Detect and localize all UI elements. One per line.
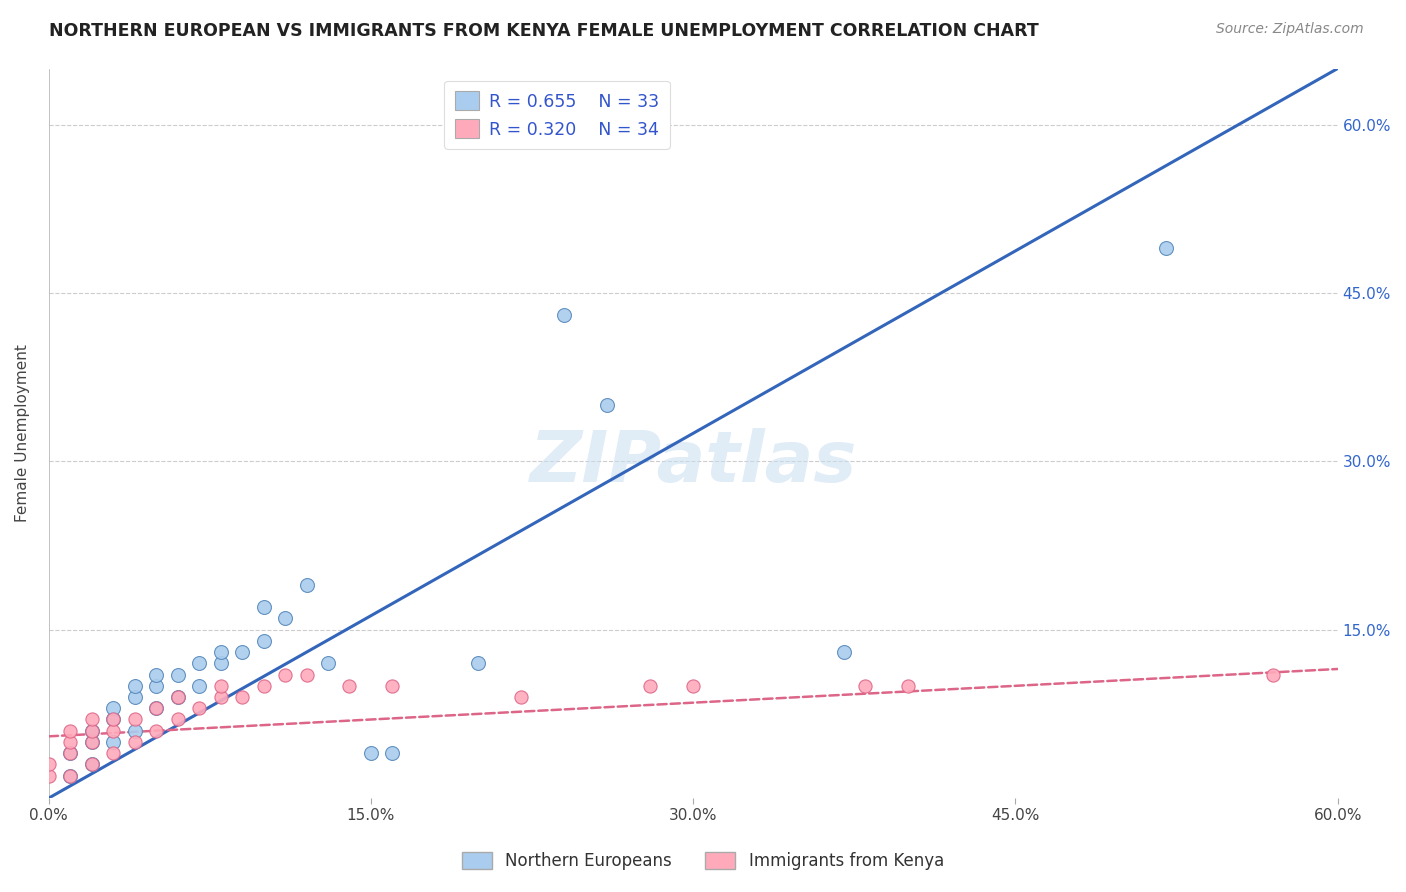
Point	[80, 723, 103, 738]
Point	[124, 679, 146, 693]
Point	[316, 657, 339, 671]
Point	[124, 690, 146, 704]
Point	[853, 679, 876, 693]
Point	[80, 757, 103, 772]
Point	[103, 735, 125, 749]
Point	[145, 679, 167, 693]
Point	[38, 769, 60, 783]
Point	[124, 723, 146, 738]
Point	[80, 713, 103, 727]
Point	[682, 679, 704, 693]
Point	[209, 679, 232, 693]
Point	[59, 769, 82, 783]
Point	[38, 757, 60, 772]
Point	[295, 578, 318, 592]
Point	[231, 690, 253, 704]
Point	[103, 746, 125, 760]
Point	[124, 713, 146, 727]
Point	[103, 701, 125, 715]
Point	[188, 701, 211, 715]
Point	[381, 679, 404, 693]
Point	[145, 701, 167, 715]
Point	[103, 723, 125, 738]
Point	[59, 723, 82, 738]
Point	[59, 746, 82, 760]
Point	[1154, 241, 1177, 255]
Point	[209, 645, 232, 659]
Point	[638, 679, 661, 693]
Point	[80, 723, 103, 738]
Point	[103, 713, 125, 727]
Point	[166, 690, 188, 704]
Legend: R = 0.655    N = 33, R = 0.320    N = 34: R = 0.655 N = 33, R = 0.320 N = 34	[444, 81, 669, 149]
Text: Source: ZipAtlas.com: Source: ZipAtlas.com	[1216, 22, 1364, 37]
Point	[145, 667, 167, 681]
Point	[103, 713, 125, 727]
Point	[510, 690, 533, 704]
Point	[59, 746, 82, 760]
Point	[80, 735, 103, 749]
Point	[596, 398, 619, 412]
Point	[59, 735, 82, 749]
Point	[360, 746, 382, 760]
Point	[252, 600, 274, 615]
Point	[209, 690, 232, 704]
Point	[166, 690, 188, 704]
Point	[80, 757, 103, 772]
Point	[145, 723, 167, 738]
Point	[381, 746, 404, 760]
Point	[553, 309, 575, 323]
Point	[832, 645, 855, 659]
Point	[124, 735, 146, 749]
Point	[339, 679, 361, 693]
Point	[1263, 667, 1285, 681]
Point	[897, 679, 920, 693]
Point	[209, 657, 232, 671]
Y-axis label: Female Unemployment: Female Unemployment	[15, 344, 30, 522]
Point	[467, 657, 489, 671]
Point	[274, 611, 297, 625]
Point	[252, 679, 274, 693]
Point	[166, 667, 188, 681]
Point	[188, 679, 211, 693]
Text: ZIPatlas: ZIPatlas	[530, 428, 856, 497]
Point	[166, 713, 188, 727]
Point	[145, 701, 167, 715]
Point	[231, 645, 253, 659]
Point	[80, 735, 103, 749]
Point	[59, 769, 82, 783]
Point	[252, 634, 274, 648]
Legend: Northern Europeans, Immigrants from Kenya: Northern Europeans, Immigrants from Keny…	[456, 845, 950, 877]
Point	[188, 657, 211, 671]
Text: NORTHERN EUROPEAN VS IMMIGRANTS FROM KENYA FEMALE UNEMPLOYMENT CORRELATION CHART: NORTHERN EUROPEAN VS IMMIGRANTS FROM KEN…	[49, 22, 1039, 40]
Point	[274, 667, 297, 681]
Point	[295, 667, 318, 681]
